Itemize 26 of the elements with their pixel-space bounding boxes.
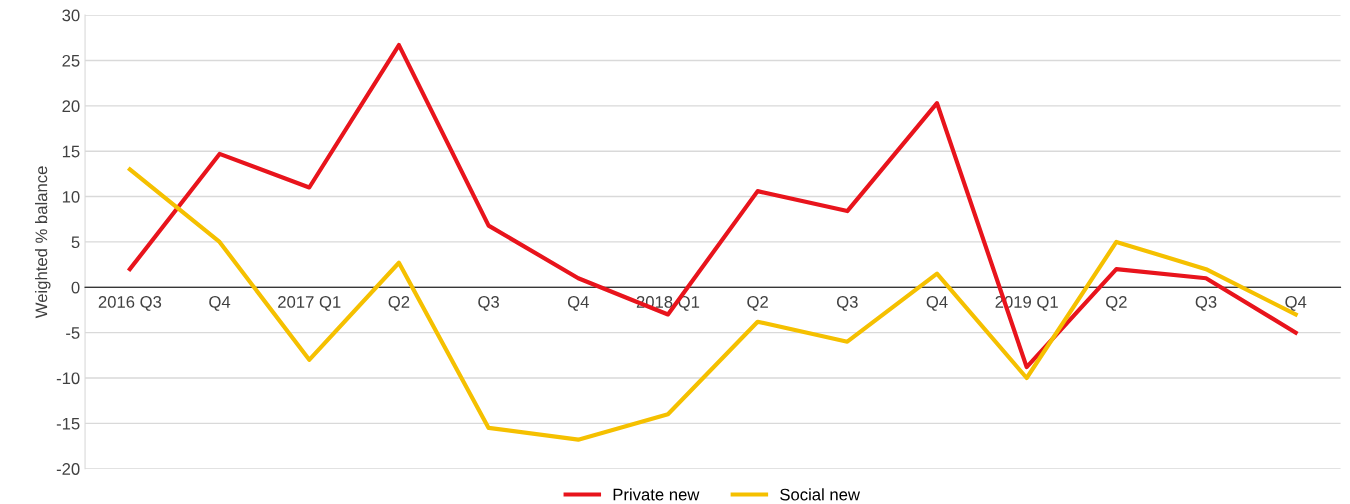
legend-label: Social new — [780, 488, 861, 501]
x-tick-label: Q2 — [388, 296, 410, 311]
y-axis-title: Weighted % balance — [35, 166, 51, 319]
y-tick-label: -10 — [56, 372, 80, 385]
x-tick-label: Q2 — [747, 296, 768, 311]
y-tick-label: -5 — [66, 327, 80, 339]
x-tick-label: Q3 — [478, 296, 499, 311]
y-tick-label: 10 — [62, 190, 80, 203]
x-tick-label: Q4 — [926, 296, 948, 311]
y-tick-label: 15 — [62, 145, 80, 158]
x-tick-label: Q3 — [836, 296, 858, 311]
y-tick-label: 5 — [71, 236, 80, 249]
y-tick-label: 30 — [62, 9, 80, 22]
y-tick-label: 20 — [62, 100, 80, 113]
x-tick-label: Q4 — [567, 296, 589, 311]
legend-label: Private new — [613, 488, 700, 501]
y-tick-label: -15 — [56, 417, 80, 430]
x-tick-label: Q4 — [1285, 296, 1307, 311]
y-tick-label: 25 — [62, 54, 80, 67]
y-tick-label: 0 — [71, 281, 80, 294]
x-tick-label: Q3 — [1195, 296, 1217, 311]
y-tick-label: -20 — [56, 463, 80, 475]
x-tick-label: 2017 Q1 — [278, 296, 341, 311]
x-tick-label: Q2 — [1106, 296, 1127, 311]
x-tick-label: Q4 — [209, 296, 231, 311]
x-tick-label: 2016 Q3 — [98, 296, 162, 311]
